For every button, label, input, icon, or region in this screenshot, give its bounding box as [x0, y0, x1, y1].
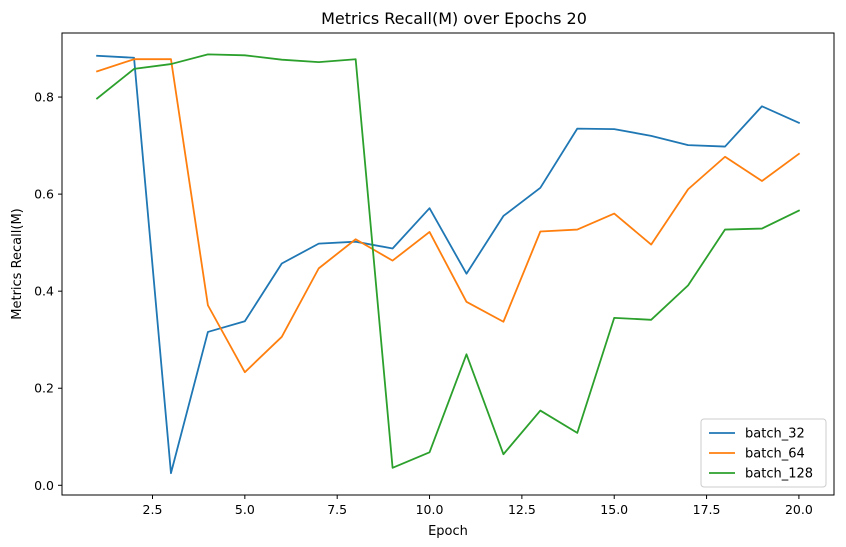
series-line-batch_64 — [95, 58, 801, 374]
y-tick-label: 0.8 — [34, 90, 54, 105]
y-tick-label: 0.0 — [34, 478, 54, 493]
y-tick-label: 0.4 — [34, 284, 54, 299]
legend-label-batch_128: batch_128 — [745, 467, 813, 482]
legend-label-batch_64: batch_64 — [745, 447, 805, 462]
chart-title: Metrics Recall(M) over Epochs 20 — [321, 9, 587, 28]
y-tick-label: 0.6 — [34, 187, 54, 202]
y-axis-ticks: 0.0 0.2 0.4 0.6 0.8 — [34, 90, 62, 493]
y-tick-label: 0.2 — [34, 381, 54, 396]
x-tick-label: 5.0 — [235, 502, 255, 517]
series-line-batch_32 — [96, 54, 801, 475]
x-tick-label: 20.0 — [785, 502, 813, 517]
series-lines — [95, 53, 801, 475]
x-tick-label: 2.5 — [143, 502, 163, 517]
legend: batch_32 batch_64 batch_128 — [700, 418, 827, 488]
x-tick-label: 12.5 — [508, 502, 536, 517]
x-tick-label: 15.0 — [600, 502, 628, 517]
plot-frame — [61, 32, 835, 496]
y-axis-label: Metrics Recall(M) — [10, 208, 25, 319]
x-tick-label: 17.5 — [693, 502, 721, 517]
x-axis-label: Epoch — [428, 524, 468, 539]
x-tick-label: 7.5 — [327, 502, 347, 517]
x-axis-ticks: 2.5 5.0 7.5 10.0 12.5 15.0 17.5 20.0 — [143, 495, 813, 517]
x-tick-label: 10.0 — [416, 502, 444, 517]
series-line-batch_128 — [95, 53, 801, 469]
legend-box — [700, 418, 827, 488]
legend-label-batch_32: batch_32 — [745, 427, 805, 442]
plot-area — [61, 32, 835, 496]
